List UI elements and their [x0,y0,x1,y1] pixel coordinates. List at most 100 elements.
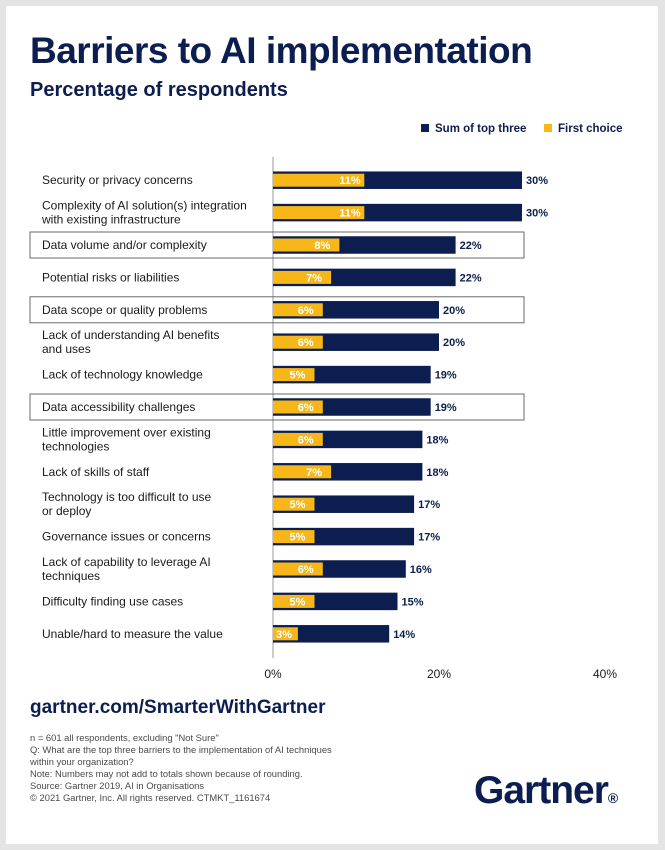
highlight-box [29,393,525,421]
category-label-line: with existing infrastructure [41,213,181,227]
bar-first-choice [273,432,323,446]
value-label-sum-top-three: 18% [426,434,448,446]
footnote-line: within your organization? [30,756,134,768]
value-label-first-choice: 11% [339,175,361,187]
bar-first-choice [273,173,365,187]
value-label-sum-top-three: 30% [526,208,548,220]
category-label: Little improvement over existing technolo… [42,425,211,453]
value-label-sum-top-three: 15% [402,596,424,608]
category-label-line: Difficulty finding use cases [42,594,183,608]
legend-swatch-first-choice [544,124,552,132]
value-label-first-choice: 6% [298,402,314,414]
value-label-first-choice: 6% [298,434,314,446]
legend-swatch-sum-top-three [421,124,429,132]
value-label-first-choice: 7% [306,467,322,479]
category-label-line: Data volume and/or complexity [42,238,207,252]
category-label-line: Data scope or quality problems [42,303,207,317]
bar-first-choice [273,497,315,511]
value-label-sum-top-three: 19% [435,402,457,414]
logo-registered-mark: ® [607,790,619,806]
value-label-first-choice: 3% [276,629,292,641]
bar-first-choice [273,335,323,349]
bar-first-choice [273,594,315,608]
footnote-line: Note: Numbers may not add to totals show… [30,768,303,780]
category-label: Lack of technology knowledge [42,368,203,382]
value-label-sum-top-three: 20% [443,337,465,349]
category-label: Lack of capability to leverage AI techniq… [42,555,211,583]
value-label-sum-top-three: 18% [426,467,448,479]
bar-sum-top-three [273,625,390,643]
category-label-line: technologies [42,439,109,453]
category-label: Governance issues or concerns [42,530,211,544]
footnote-line: © 2021 Gartner, Inc. All rights reserved… [30,792,271,804]
bar-first-choice [273,627,298,641]
category-label: Potential risks or liabilities [42,270,179,284]
category-label-line: Governance issues or concerns [42,530,211,544]
category-label-line: Complexity of AI solution(s) integration [42,199,247,213]
legend-label-first-choice: First choice [558,123,623,135]
footnote-line: Q: What are the top three barriers to th… [30,744,332,756]
category-label: Lack of understanding AI benefits and use… [42,328,219,356]
x-tick-label: 40% [593,667,617,681]
category-label-line: Security or privacy concerns [42,173,193,187]
category-label: Difficulty finding use cases [42,594,183,608]
category-label-line: and uses [42,342,91,356]
category-label: Unable/hard to measure the value [42,627,223,641]
category-label-line: Lack of technology knowledge [42,368,203,382]
value-label-first-choice: 8% [314,240,330,252]
category-label-line: Lack of skills of staff [42,465,150,479]
category-label-line: Potential risks or liabilities [42,270,179,284]
gartner-logo: Gartner® [474,769,618,813]
value-label-sum-top-three: 30% [526,175,548,187]
source-url[interactable]: gartner.com/SmarterWithGartner [30,697,326,718]
value-label-first-choice: 7% [306,272,322,284]
footnote-line: n = 601 all respondents, excluding "Not … [30,732,219,743]
value-label-first-choice: 5% [290,532,306,544]
category-label-line: Technology is too difficult to use [42,490,212,504]
value-label-first-choice: 5% [290,596,306,608]
category-label-line: or deploy [42,504,91,518]
bar-first-choice [273,206,365,220]
category-label: Data volume and/or complexity [42,238,207,252]
category-label-line: Little improvement over existing [42,425,211,439]
value-label-sum-top-three: 16% [410,564,432,576]
value-label-first-choice: 11% [339,208,361,220]
footnote-line: Source: Gartner 2019, AI in Organisation… [30,780,205,792]
category-label: Technology is too difficult to use or dep… [42,490,212,518]
bar-first-choice [273,530,315,544]
category-label: Lack of skills of staff [42,465,150,479]
category-label-line: techniques [42,569,100,583]
x-tick-label: 20% [427,667,451,681]
logo-wordmark: Gartner [474,769,609,812]
category-label: Data accessibility challenges [42,400,195,414]
category-label-line: Lack of capability to leverage AI [42,555,211,569]
highlight-box [29,296,525,324]
legend-label-sum-top-three: Sum of top three [435,123,526,135]
category-label-line: Data accessibility challenges [42,400,195,414]
value-label-sum-top-three: 14% [393,629,415,641]
value-label-first-choice: 6% [298,337,314,349]
footnotes: n = 601 all respondents, excluding "Not … [30,732,450,805]
category-label-line: Lack of understanding AI benefits [42,328,219,342]
bar-first-choice [273,270,332,284]
value-label-sum-top-three: 22% [460,240,482,252]
bar-first-choice [273,562,323,576]
value-label-first-choice: 6% [298,305,314,317]
bar-first-choice [273,238,340,252]
page-subtitle: Percentage of respondents [30,79,288,101]
category-label: Security or privacy concerns [42,173,193,187]
bar-first-choice [273,368,315,382]
category-label: Data scope or quality problems [42,303,207,317]
infographic-card [6,6,658,844]
value-label-first-choice: 5% [290,499,306,511]
category-label-line: Unable/hard to measure the value [42,627,223,641]
highlight-box [29,231,525,259]
value-label-sum-top-three: 22% [460,272,482,284]
page-title: Barriers to AI implementation [30,30,533,71]
value-label-sum-top-three: 17% [418,499,440,511]
value-label-first-choice: 6% [298,564,314,576]
x-tick-label: 0% [264,667,282,681]
bar-first-choice [273,465,332,479]
bar-first-choice [273,303,323,317]
bar-chart: Sum of top three First choice Security or … [29,123,623,681]
